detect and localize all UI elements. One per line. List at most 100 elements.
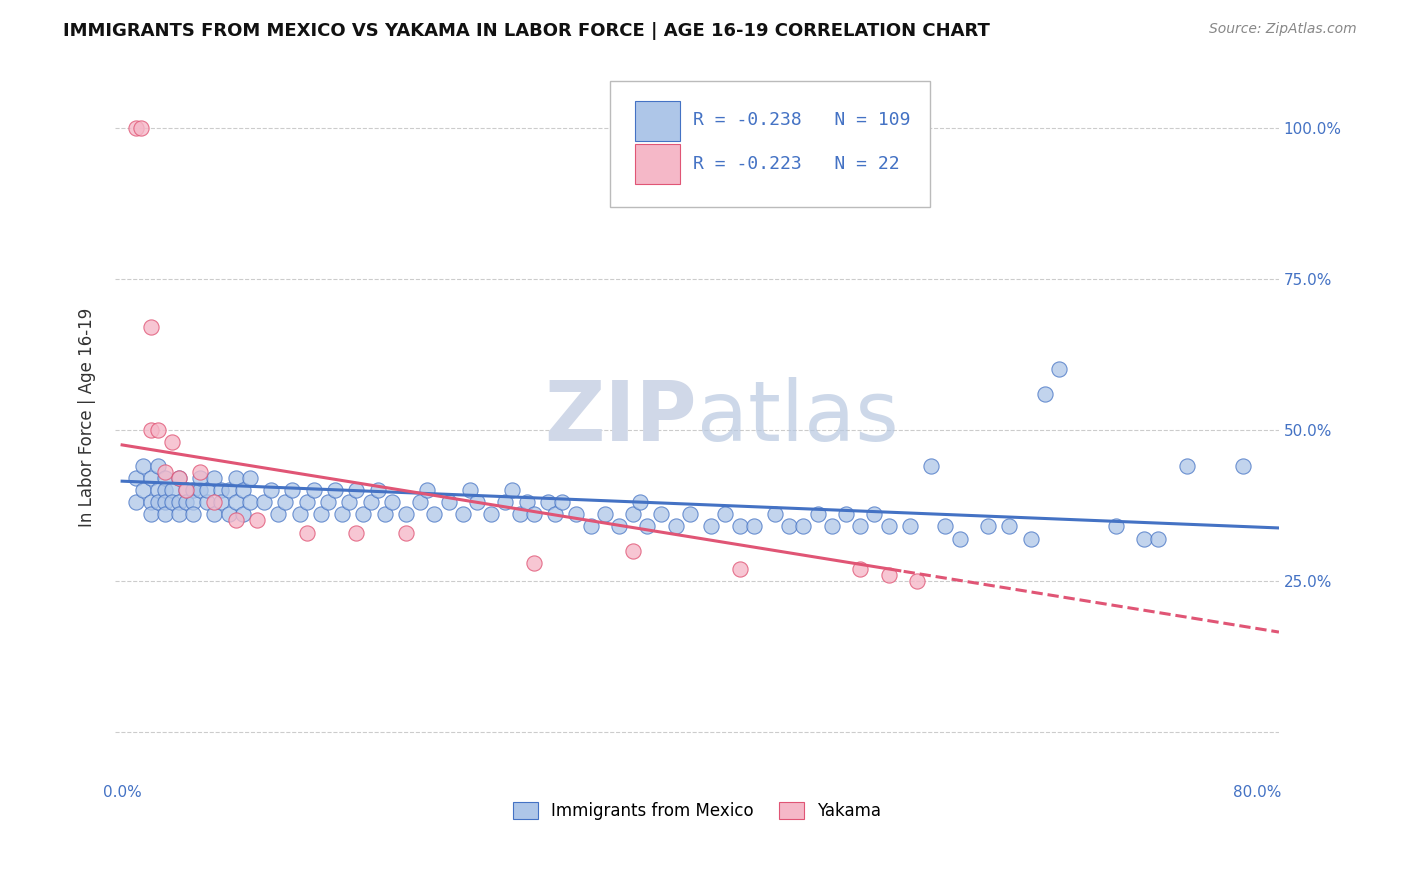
Point: [181, 495, 204, 509]
Point: [153, 471, 176, 485]
Point: [409, 495, 432, 509]
Text: R = -0.223   N = 22: R = -0.223 N = 22: [693, 155, 900, 173]
Point: [948, 532, 970, 546]
Point: [253, 495, 276, 509]
Point: [920, 458, 942, 473]
Point: [849, 562, 872, 576]
Point: [509, 508, 531, 522]
Point: [544, 508, 567, 522]
Point: [218, 483, 240, 498]
Point: [607, 519, 630, 533]
Point: [153, 465, 176, 479]
Point: [778, 519, 800, 533]
Point: [139, 471, 162, 485]
Text: atlas: atlas: [697, 377, 898, 458]
Point: [877, 519, 900, 533]
Point: [479, 508, 502, 522]
Point: [998, 519, 1021, 533]
Point: [1047, 362, 1070, 376]
Point: [146, 423, 169, 437]
Point: [188, 465, 211, 479]
Point: [898, 519, 921, 533]
Point: [679, 508, 702, 522]
Point: [146, 495, 169, 509]
Point: [1232, 458, 1254, 473]
Point: [129, 120, 152, 135]
Point: [728, 519, 751, 533]
Point: [295, 525, 318, 540]
Point: [465, 495, 488, 509]
Point: [174, 495, 197, 509]
Point: [742, 519, 765, 533]
Point: [628, 495, 651, 509]
Point: [167, 495, 190, 509]
Point: [181, 508, 204, 522]
Point: [132, 483, 155, 498]
Point: [160, 495, 183, 509]
Point: [523, 508, 546, 522]
Text: Source: ZipAtlas.com: Source: ZipAtlas.com: [1209, 22, 1357, 37]
Point: [537, 495, 560, 509]
Point: [367, 483, 389, 498]
Point: [167, 508, 190, 522]
Point: [593, 508, 616, 522]
Point: [195, 483, 218, 498]
Point: [302, 483, 325, 498]
Point: [316, 495, 339, 509]
Point: [174, 483, 197, 498]
Point: [188, 483, 211, 498]
Point: [260, 483, 283, 498]
Point: [621, 508, 644, 522]
Point: [1105, 519, 1128, 533]
Point: [167, 471, 190, 485]
Point: [174, 483, 197, 498]
Point: [125, 471, 148, 485]
Point: [665, 519, 688, 533]
Point: [877, 567, 900, 582]
Text: IMMIGRANTS FROM MEXICO VS YAKAMA IN LABOR FORCE | AGE 16-19 CORRELATION CHART: IMMIGRANTS FROM MEXICO VS YAKAMA IN LABO…: [63, 22, 990, 40]
Point: [125, 120, 148, 135]
Point: [309, 508, 332, 522]
Point: [636, 519, 658, 533]
Point: [728, 562, 751, 576]
Point: [225, 495, 247, 509]
Point: [863, 508, 886, 522]
Point: [374, 508, 396, 522]
Point: [360, 495, 382, 509]
Point: [181, 483, 204, 498]
Point: [232, 483, 254, 498]
Point: [621, 543, 644, 558]
Point: [344, 525, 367, 540]
Point: [146, 483, 169, 498]
Point: [523, 556, 546, 570]
Text: R = -0.238   N = 109: R = -0.238 N = 109: [693, 112, 911, 129]
Point: [423, 508, 446, 522]
Point: [211, 483, 233, 498]
Point: [458, 483, 481, 498]
Point: [202, 471, 225, 485]
Point: [246, 513, 269, 527]
Point: [1175, 458, 1198, 473]
Point: [395, 508, 418, 522]
Point: [835, 508, 858, 522]
Point: [551, 495, 574, 509]
Point: [218, 508, 240, 522]
Point: [139, 320, 162, 334]
Bar: [636, 145, 679, 185]
Point: [274, 495, 297, 509]
Point: [1019, 532, 1042, 546]
Point: [160, 434, 183, 449]
Point: [763, 508, 786, 522]
Point: [700, 519, 723, 533]
Point: [239, 495, 262, 509]
Point: [579, 519, 602, 533]
Point: [381, 495, 404, 509]
Point: [202, 508, 225, 522]
Point: [211, 495, 233, 509]
Point: [153, 495, 176, 509]
FancyBboxPatch shape: [610, 80, 929, 208]
Text: ZIP: ZIP: [544, 377, 697, 458]
Point: [437, 495, 460, 509]
Point: [565, 508, 588, 522]
Point: [132, 458, 155, 473]
